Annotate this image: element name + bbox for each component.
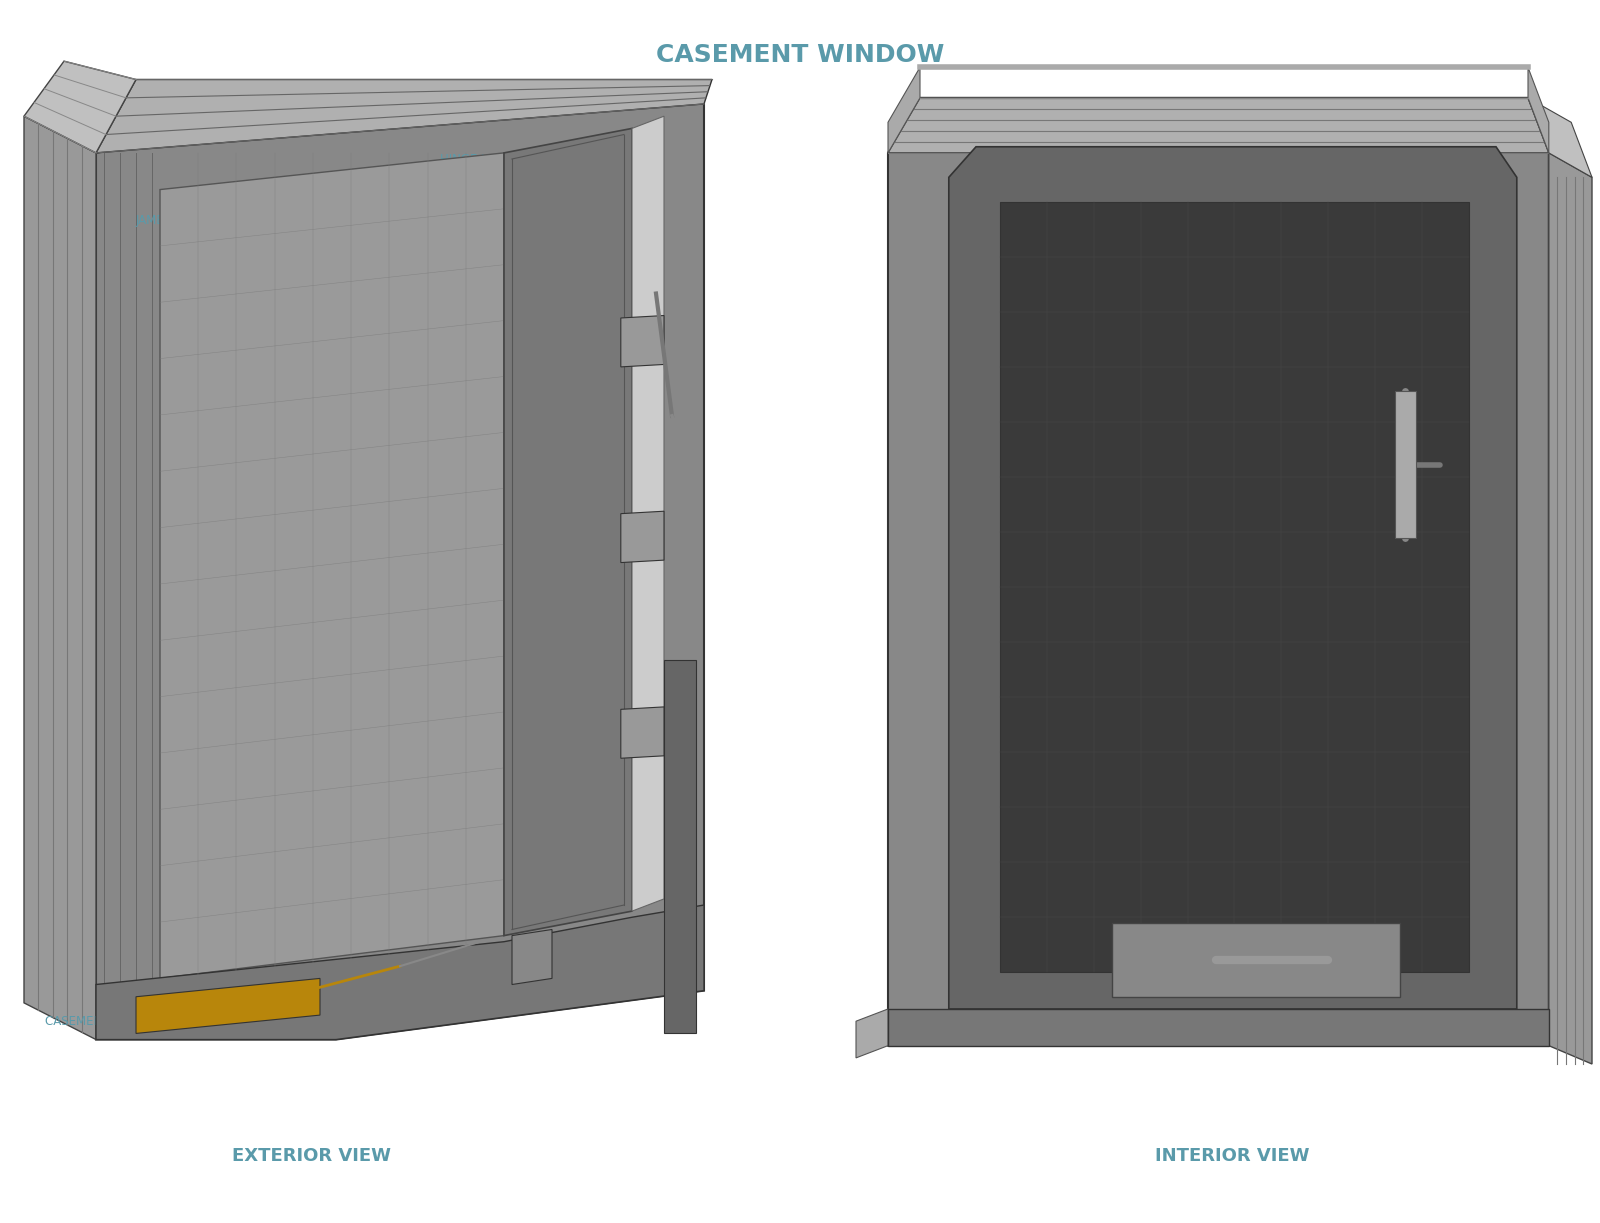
Text: OPERATOR COVER & HANDLE: OPERATOR COVER & HANDLE <box>1131 857 1304 881</box>
Polygon shape <box>24 116 96 1040</box>
Polygon shape <box>856 1009 888 1058</box>
Text: SASH: SASH <box>493 624 560 636</box>
Polygon shape <box>621 316 664 367</box>
Text: CASEMENT OPERATOR: CASEMENT OPERATOR <box>45 1009 266 1027</box>
Polygon shape <box>664 660 696 1033</box>
Polygon shape <box>621 511 664 563</box>
Polygon shape <box>96 104 704 1040</box>
Polygon shape <box>888 98 1549 1046</box>
Text: HINGE LOCATED ON
RIGHT HAND SIDE OF
WINDOW AS VIEWED FROM
EXTERIOR = RIGHT
HAND : HINGE LOCATED ON RIGHT HAND SIDE OF WIND… <box>440 153 602 232</box>
Polygon shape <box>1549 153 1592 1064</box>
Polygon shape <box>632 116 664 911</box>
Polygon shape <box>1528 67 1549 153</box>
Polygon shape <box>136 978 320 1033</box>
Polygon shape <box>888 98 1549 153</box>
Text: HINGE
TRACK: HINGE TRACK <box>248 898 362 925</box>
Polygon shape <box>888 1009 1549 1046</box>
Text: JAMB EXTENSION: JAMB EXTENSION <box>1363 294 1464 306</box>
Text: SCREEN: SCREEN <box>1382 526 1464 538</box>
Polygon shape <box>96 79 712 153</box>
Polygon shape <box>504 128 632 936</box>
Polygon shape <box>24 61 136 153</box>
Text: MULTI-POINT
LOCK HANDLE: MULTI-POINT LOCK HANDLE <box>1381 421 1464 448</box>
Text: INTERIOR VIEW: INTERIOR VIEW <box>1155 1147 1309 1164</box>
Polygon shape <box>512 929 552 985</box>
Polygon shape <box>888 67 920 153</box>
Polygon shape <box>160 153 504 978</box>
Text: MULTI-POINT
KEEPER: MULTI-POINT KEEPER <box>296 977 416 1004</box>
Text: NAIL FIN: NAIL FIN <box>1000 183 1066 196</box>
Text: FRAME: FRAME <box>509 722 576 734</box>
Text: JAMB EXTENSION: JAMB EXTENSION <box>136 190 341 226</box>
Polygon shape <box>949 147 1517 1009</box>
Polygon shape <box>1395 391 1416 538</box>
Text: SNUBBER: SNUBBER <box>520 495 586 508</box>
Text: EXTERIOR VIEW: EXTERIOR VIEW <box>232 1147 392 1164</box>
Polygon shape <box>1000 202 1469 972</box>
Polygon shape <box>621 707 664 758</box>
Polygon shape <box>96 905 704 1040</box>
Polygon shape <box>1528 98 1592 177</box>
Text: HINGE ARM: HINGE ARM <box>520 428 587 440</box>
Text: CASEMENT WINDOW: CASEMENT WINDOW <box>656 43 944 67</box>
Polygon shape <box>1112 923 1400 997</box>
